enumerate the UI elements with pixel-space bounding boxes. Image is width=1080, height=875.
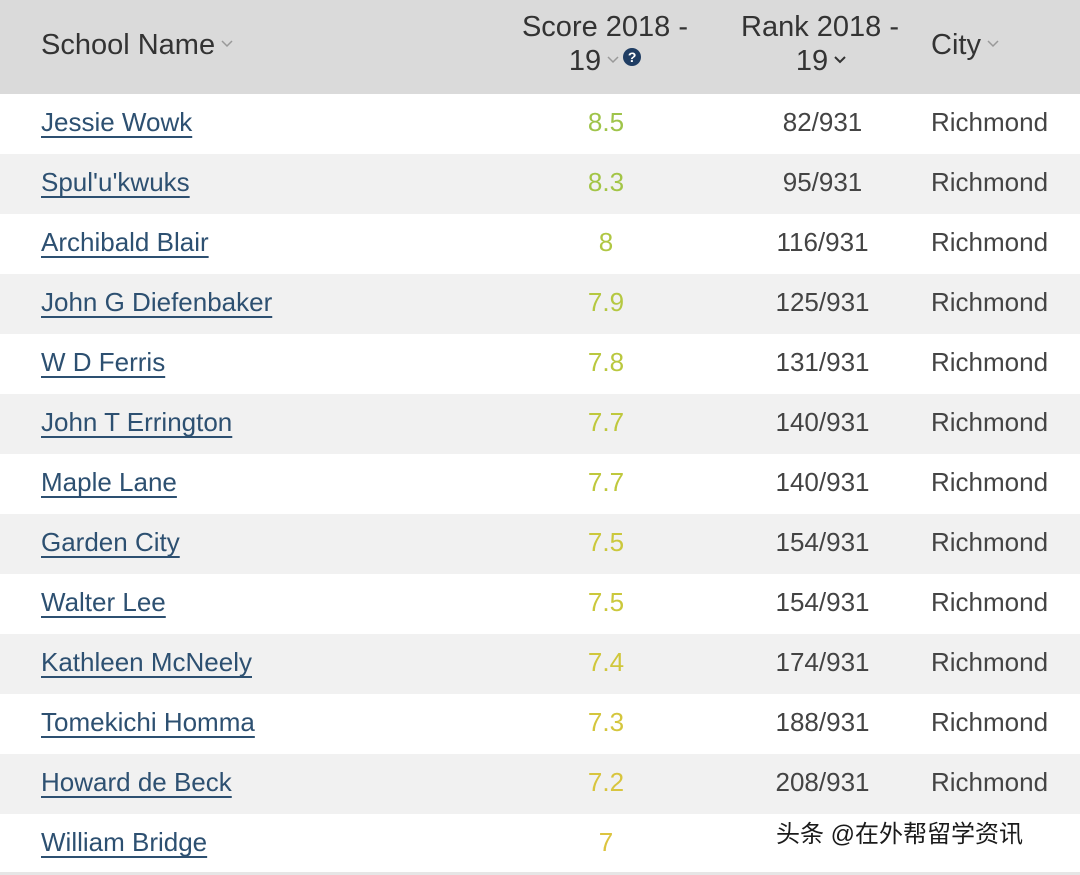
- score-value: 7.3: [587, 707, 625, 737]
- school-name-link[interactable]: Tomekichi Homma: [41, 707, 255, 737]
- chevron-down-icon: [607, 56, 619, 66]
- score-value: 7.8: [587, 347, 625, 377]
- school-name-link[interactable]: W D Ferris: [41, 347, 166, 377]
- city-value: Richmond: [931, 527, 1049, 557]
- rank-value: 174/931: [775, 647, 870, 677]
- city-value: Richmond: [931, 407, 1049, 437]
- school-name-link[interactable]: Archibald Blair: [41, 227, 209, 257]
- score-value: 7.7: [587, 467, 625, 497]
- table-row: Tomekichi Homma 7.3 188/931 Richmond: [0, 694, 1080, 754]
- score-value: 7.4: [587, 647, 625, 677]
- rank-value: 95/931: [782, 167, 863, 197]
- table-row: Garden City 7.5 154/931 Richmond: [0, 514, 1080, 574]
- score-header-line1: Score 2018 -: [521, 11, 689, 43]
- column-header-school-name[interactable]: School Name: [41, 28, 233, 62]
- rank-value: 140/931: [775, 467, 870, 497]
- score-value: 7.2: [587, 767, 625, 797]
- rank-value: 154/931: [775, 587, 870, 617]
- table-row: Jessie Wowk 8.5 82/931 Richmond: [0, 94, 1080, 154]
- school-name-link[interactable]: Spul'u'kwuks: [41, 167, 190, 197]
- school-name-link[interactable]: Maple Lane: [41, 467, 177, 497]
- column-header-score[interactable]: Score 2018 - 19?: [500, 10, 710, 78]
- table-row: Walter Lee 7.5 154/931 Richmond: [0, 574, 1080, 634]
- score-header-line2: 19: [568, 45, 602, 77]
- rank-value: 131/931: [775, 347, 870, 377]
- chevron-down-icon: [221, 40, 233, 50]
- score-value: 7.7: [587, 407, 625, 437]
- city-value: Richmond: [931, 707, 1049, 737]
- rank-value: 188/931: [775, 707, 870, 737]
- chevron-down-icon: [987, 40, 999, 50]
- school-name-link[interactable]: Walter Lee: [41, 587, 166, 617]
- divider: [0, 872, 1080, 875]
- city-header-label: City: [931, 29, 981, 61]
- school-name-link[interactable]: Garden City: [41, 527, 180, 557]
- rank-value: 116/931: [776, 227, 869, 257]
- score-value: 8: [598, 227, 614, 257]
- city-value: Richmond: [931, 767, 1049, 797]
- rank-value: 154/931: [775, 527, 870, 557]
- table-row: W D Ferris 7.8 131/931 Richmond: [0, 334, 1080, 394]
- city-value: Richmond: [931, 287, 1049, 317]
- city-value: Richmond: [931, 347, 1049, 377]
- chevron-down-icon: [834, 56, 846, 66]
- school-name-link[interactable]: Howard de Beck: [41, 767, 232, 797]
- column-header-rank[interactable]: Rank 2018 - 19: [720, 10, 920, 78]
- city-value: Richmond: [931, 227, 1049, 257]
- rank-value: 140/931: [775, 407, 870, 437]
- table-header: School Name Score 2018 - 19? Rank 2018 -…: [0, 0, 1080, 94]
- table-row: John G Diefenbaker 7.9 125/931 Richmond: [0, 274, 1080, 334]
- city-value: Richmond: [931, 587, 1049, 617]
- rank-value: 208/931: [775, 767, 870, 797]
- rank-value: 125/931: [775, 287, 870, 317]
- city-value: Richmond: [931, 647, 1049, 677]
- school-name-link[interactable]: William Bridge: [41, 827, 208, 857]
- rank-header-line1: Rank 2018 -: [741, 11, 899, 43]
- school-name-link[interactable]: John T Errington: [41, 407, 233, 437]
- school-name-header-label: School Name: [41, 29, 216, 61]
- school-name-link[interactable]: Jessie Wowk: [41, 107, 193, 137]
- city-value: Richmond: [931, 467, 1049, 497]
- table-row: Howard de Beck 7.2 208/931 Richmond: [0, 754, 1080, 814]
- table-row: Archibald Blair 8 116/931 Richmond: [0, 214, 1080, 274]
- school-name-link[interactable]: John G Diefenbaker: [41, 287, 273, 317]
- score-value: 7: [598, 827, 614, 857]
- column-header-city[interactable]: City: [931, 28, 999, 62]
- score-value: 8.5: [587, 107, 625, 137]
- rank-header-line2: 19: [795, 45, 829, 77]
- score-value: 7.9: [587, 287, 625, 317]
- city-value: Richmond: [931, 107, 1049, 137]
- score-value: 7.5: [587, 587, 625, 617]
- table-row: Kathleen McNeely 7.4 174/931 Richmond: [0, 634, 1080, 694]
- table-row: John T Errington 7.7 140/931 Richmond: [0, 394, 1080, 454]
- table-row: Maple Lane 7.7 140/931 Richmond: [0, 454, 1080, 514]
- rank-value: 82/931: [782, 107, 863, 137]
- score-value: 7.5: [587, 527, 625, 557]
- table-row: Spul'u'kwuks 8.3 95/931 Richmond: [0, 154, 1080, 214]
- score-value: 8.3: [587, 167, 625, 197]
- help-icon[interactable]: ?: [623, 48, 642, 66]
- table-row: William Bridge 7: [0, 814, 1080, 874]
- school-name-link[interactable]: Kathleen McNeely: [41, 647, 252, 677]
- city-value: Richmond: [931, 167, 1049, 197]
- watermark-text: 头条 @在外帮留学资讯: [772, 818, 1028, 852]
